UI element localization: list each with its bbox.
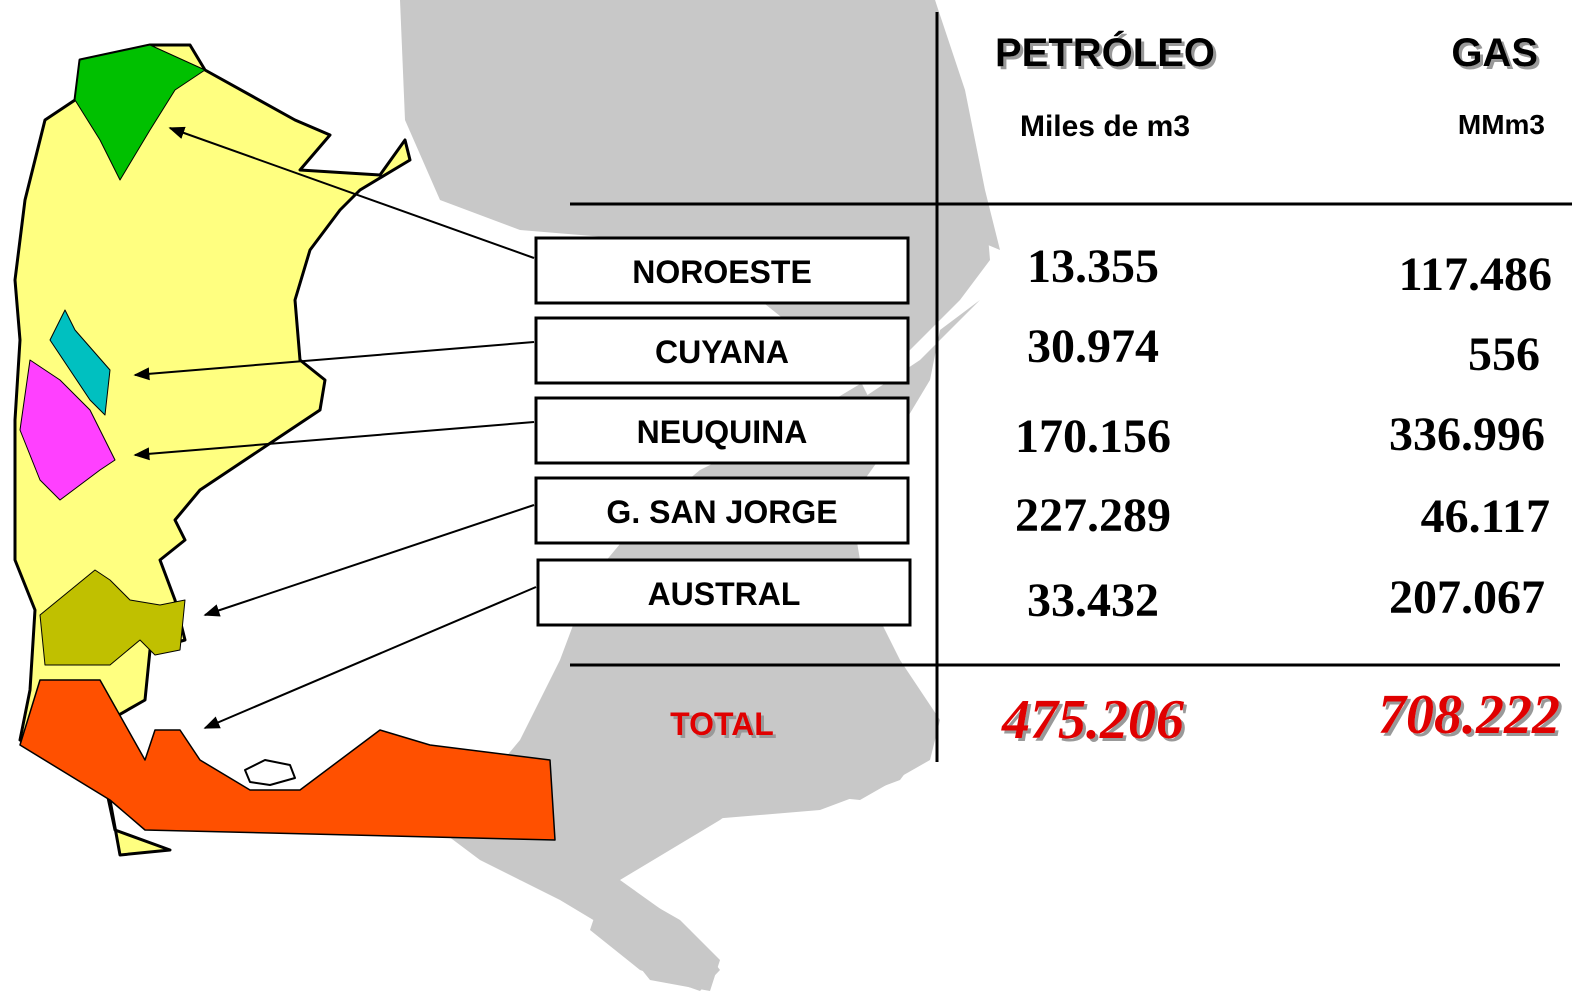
- basin-label: NOROESTE: [632, 254, 812, 290]
- basin-box: [534, 476, 910, 545]
- basin-box: [536, 558, 912, 627]
- map: [13, 43, 556, 857]
- table-rules: [570, 12, 1572, 762]
- basin-label: AUSTRAL: [648, 576, 801, 612]
- gas-value: 46.117: [1421, 490, 1550, 543]
- oil-header: PETRÓLEO: [995, 29, 1215, 75]
- oil-value: 227.289: [1015, 489, 1171, 542]
- total-label: TOTAL: [670, 706, 774, 742]
- region-noroeste: [74, 44, 206, 181]
- basin-box: [534, 396, 910, 465]
- arrow: [203, 586, 537, 729]
- region-austral: [19, 679, 556, 841]
- region-cuyana: [49, 309, 111, 416]
- gas-value: 117.486: [1399, 248, 1552, 301]
- basin-label: G. SAN JORGE: [606, 494, 837, 530]
- arrow: [133, 341, 535, 381]
- arrow: [203, 504, 535, 617]
- oil-value: 170.156: [1015, 410, 1171, 463]
- gas-value: 207.067: [1389, 571, 1545, 624]
- oil-unit: Miles de m3: [1020, 110, 1190, 143]
- region-neuquina: [19, 359, 116, 501]
- basin-label: NEUQUINA: [637, 414, 808, 450]
- gas-value: 336.996: [1389, 408, 1545, 461]
- oil-value: 13.355: [1027, 240, 1159, 293]
- oil-value: 30.974: [1027, 320, 1159, 373]
- arrow: [168, 126, 535, 259]
- gas-unit: MMm3: [1458, 109, 1545, 140]
- basin-box: [534, 236, 910, 305]
- arrows: [133, 126, 537, 729]
- arrow: [133, 421, 535, 461]
- oil-value: 33.432: [1027, 574, 1159, 627]
- total-oil: 475.206: [1001, 689, 1184, 751]
- region-san-jorge: [39, 569, 186, 666]
- islands: [244, 759, 296, 786]
- basin-box: [534, 316, 910, 385]
- rows: NOROESTE 13.355 117.486 CUYANA 30.974 556 NEUQ…: [534, 236, 1552, 627]
- gas-value: 556: [1468, 328, 1540, 381]
- basin-label: CUYANA: [655, 334, 789, 370]
- total-gas: 708.222: [1378, 684, 1560, 746]
- gas-header: GAS: [1451, 31, 1538, 75]
